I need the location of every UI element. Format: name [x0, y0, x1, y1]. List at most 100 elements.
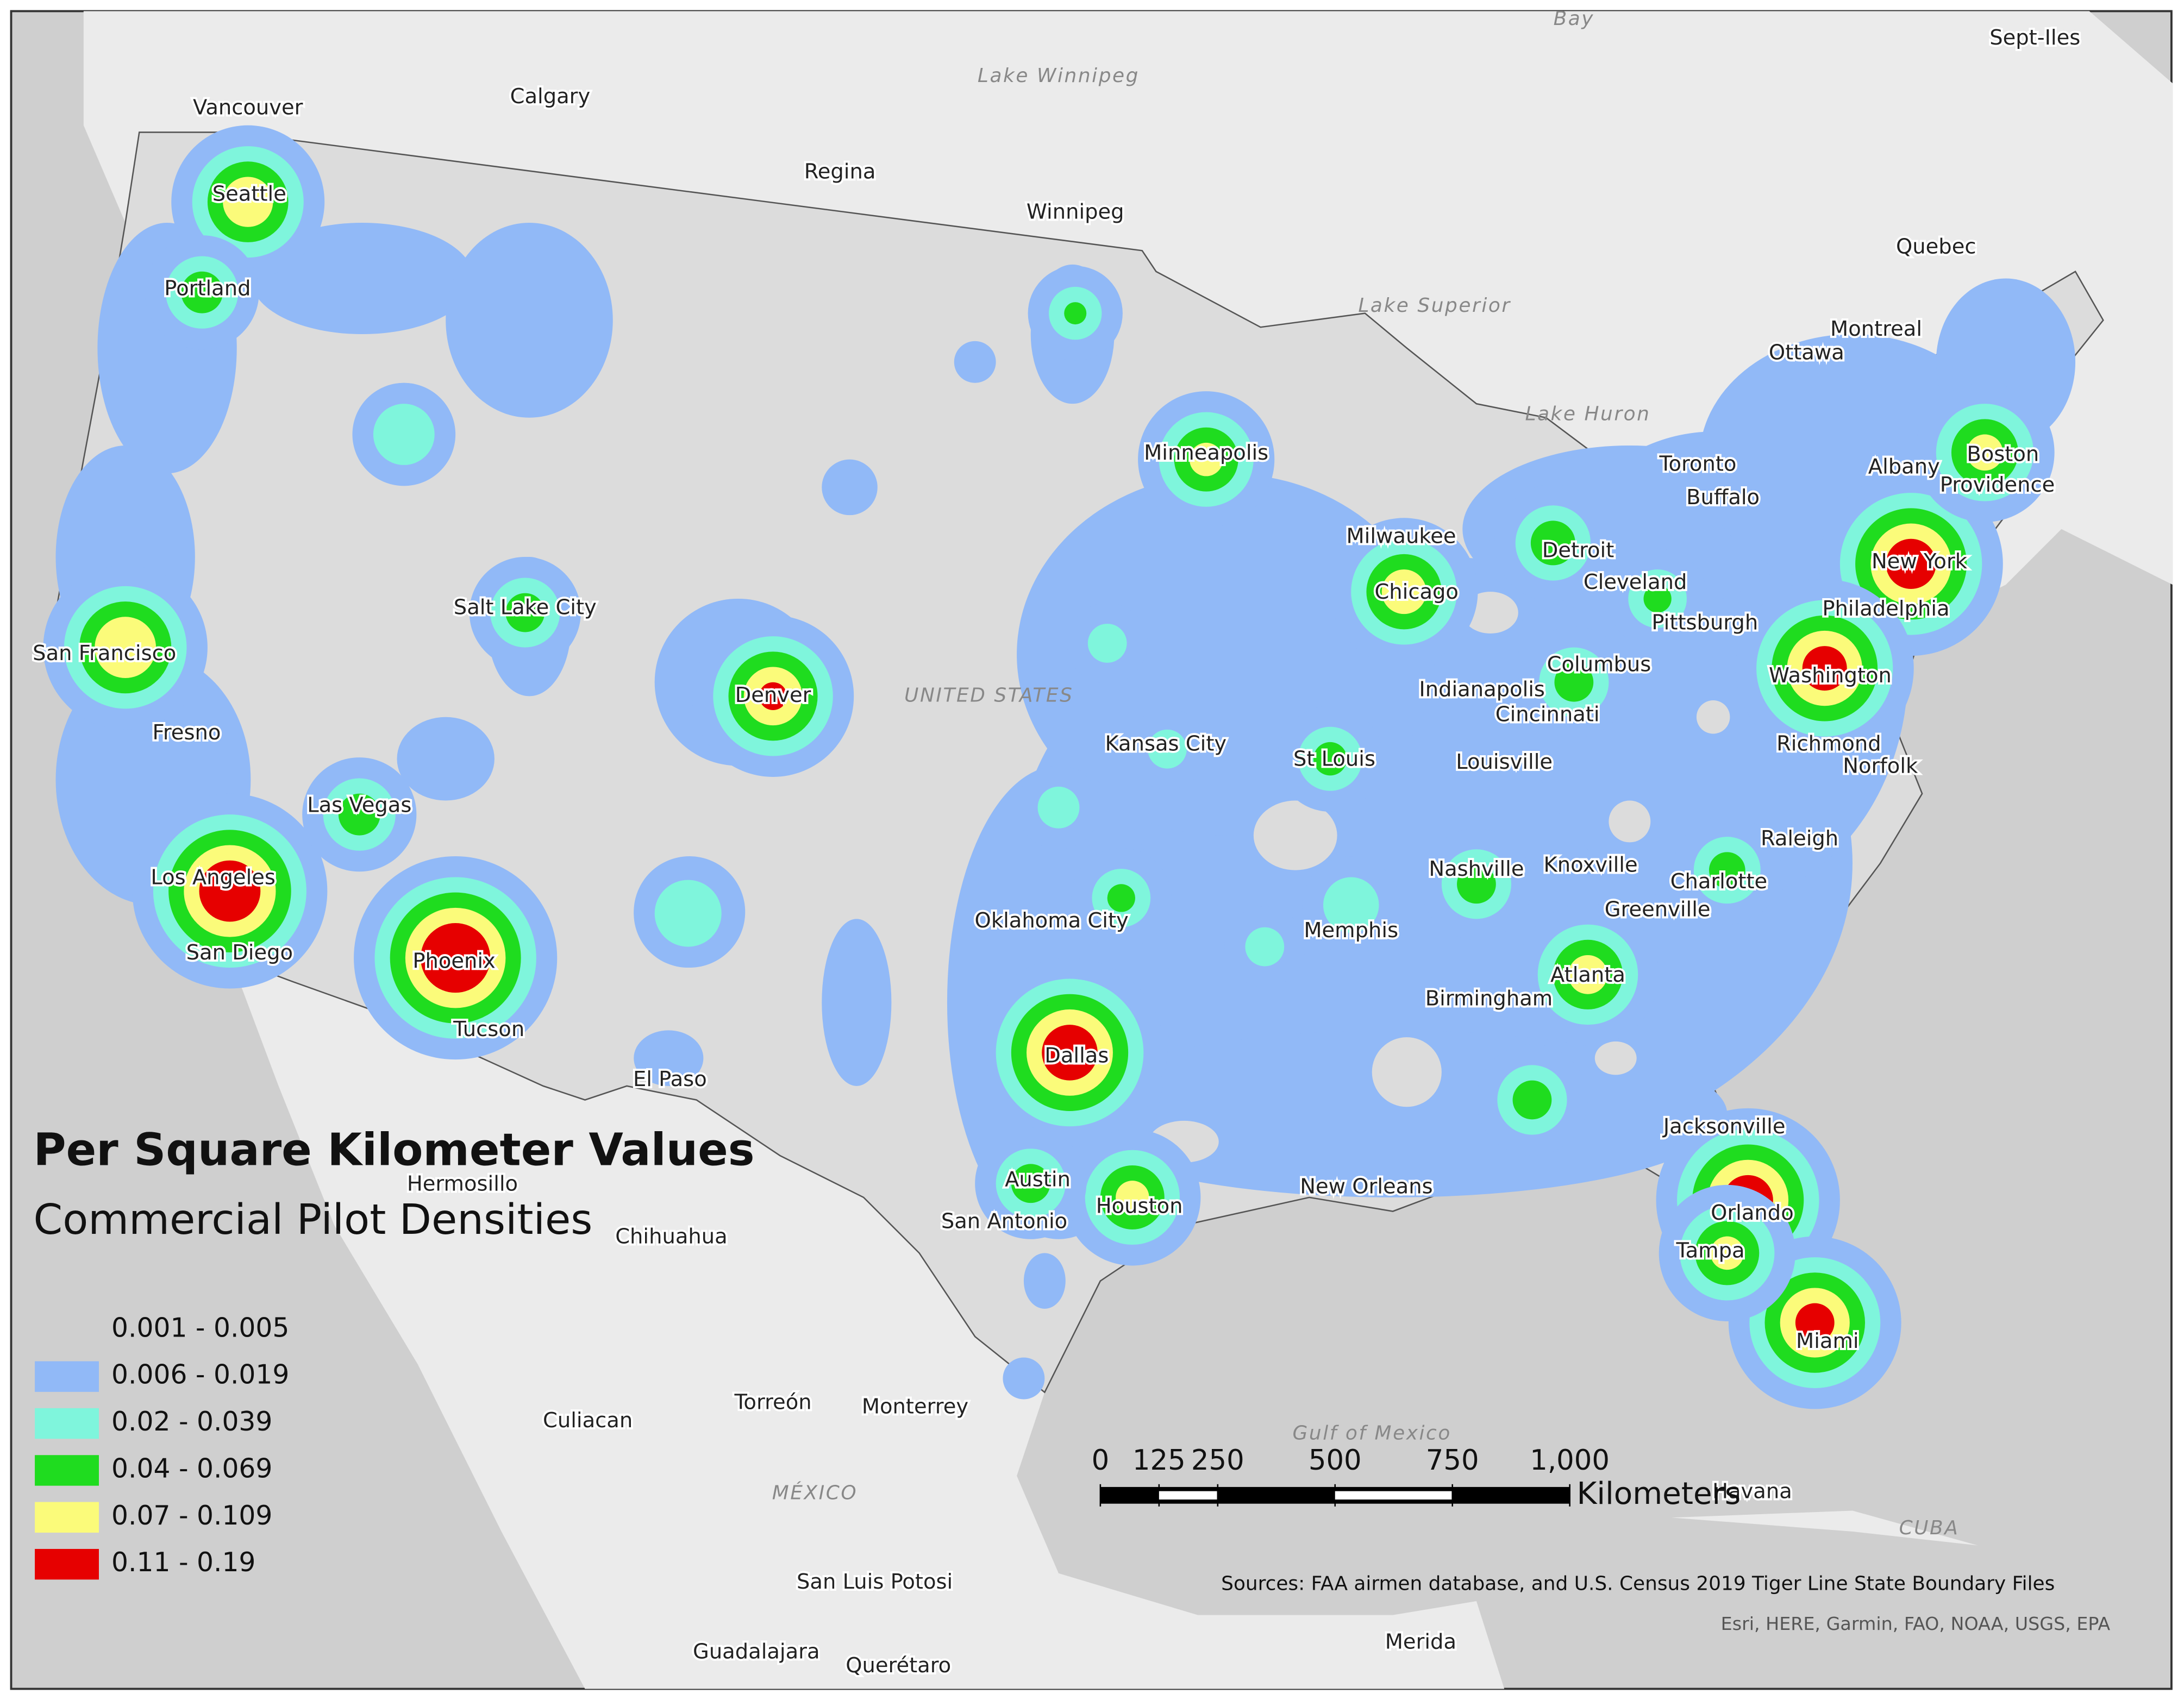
density-ring [1037, 786, 1080, 829]
density-ring [95, 617, 157, 679]
city-label: Indianapolis [1419, 678, 1545, 702]
density-ring [505, 593, 545, 632]
attribution: Esri, HERE, Garmin, FAO, NOAA, USGS, EPA [1721, 1613, 2111, 1634]
density-area [397, 717, 495, 801]
city-label: Boston [1967, 442, 2039, 466]
city-label: Kansas City [1105, 732, 1227, 756]
density-gap [1609, 800, 1651, 843]
legend-label: 0.001 - 0.005 [111, 1313, 289, 1343]
city-label: Hermosillo [407, 1171, 518, 1196]
city-label: Ottawa [1769, 340, 1844, 365]
legend-label: 0.07 - 0.109 [111, 1501, 272, 1531]
city-label: Miami [1796, 1329, 1859, 1353]
legend-swatch [35, 1455, 99, 1486]
density-ring [1107, 884, 1135, 912]
density-ring [1643, 585, 1672, 613]
density-ring [654, 880, 722, 947]
density-ring [1011, 1164, 1050, 1203]
city-label: Las Vegas [307, 793, 411, 817]
city-label: Columbus [1547, 652, 1651, 676]
legend-subtitle: Commercial Pilot Densities [34, 1196, 593, 1244]
city-label: Milwaukee [1346, 524, 1456, 549]
city-label: Tampa [1675, 1238, 1744, 1263]
density-surface [43, 125, 2076, 1409]
reference-label: Bay [1554, 8, 1595, 30]
city-label: Oklahoma City [975, 908, 1129, 933]
density-area [954, 341, 996, 383]
reference-label: Lake Superior [1358, 294, 1511, 317]
density-ring [181, 271, 223, 313]
city-label: Sept-Iles [1989, 26, 2080, 50]
density-ring [1116, 1181, 1149, 1214]
legend-swatch [35, 1361, 99, 1392]
city-label: Chicago [1374, 580, 1458, 604]
scale-tick-label: 125 [1132, 1444, 1186, 1477]
density-ring [223, 177, 273, 227]
legend-swatch [35, 1408, 99, 1439]
city-label: Torreón [734, 1390, 811, 1415]
city-label: Toronto [1659, 451, 1737, 476]
density-ring [1245, 927, 1285, 967]
city-label: Minneapolis [1144, 441, 1268, 465]
density-area [822, 919, 892, 1086]
city-label: Winnipeg [1027, 200, 1124, 224]
density-area [1023, 1253, 1066, 1309]
city-label: Guadalajara [693, 1639, 820, 1664]
density-ring [1530, 520, 1575, 566]
density-ring [1042, 1025, 1098, 1081]
city-label: San Diego [186, 940, 293, 965]
density-ring [1709, 852, 1745, 888]
city-label: Merida [1385, 1629, 1456, 1654]
scale-tick-label: 250 [1191, 1444, 1244, 1477]
density-ring [759, 682, 787, 710]
density-area [446, 223, 613, 418]
city-label: Phoenix [412, 949, 496, 973]
reference-label: MÉXICO [772, 1482, 858, 1504]
place-labels: Seattle Portland San Francisco Fresno Las Ve… [30, 8, 2082, 1680]
city-label: Cleveland [1584, 570, 1687, 594]
city-label: Houston [1096, 1194, 1183, 1218]
density-ring [1886, 538, 1936, 589]
city-label: Seattle [212, 181, 286, 206]
city-label: Greenville [1605, 897, 1711, 921]
density-ring [1189, 442, 1223, 476]
city-label: Birmingham [1425, 986, 1553, 1011]
city-label: Quebec [1896, 235, 1976, 259]
density-gap [1253, 800, 1337, 870]
city-label: Fresno [153, 720, 221, 745]
density-area [634, 1030, 704, 1086]
density-gap [1696, 700, 1730, 734]
density-ring [1148, 729, 1187, 769]
city-label: Monterrey [862, 1394, 968, 1419]
reference-label: Lake Huron [1525, 403, 1650, 425]
density-ring [199, 860, 261, 922]
city-label: Providence [1940, 473, 2055, 497]
legend-label: 0.006 - 0.019 [111, 1360, 289, 1390]
city-label: Knoxville [1544, 852, 1638, 877]
density-ring [1313, 742, 1347, 776]
density-ring [1554, 662, 1594, 702]
legend: Per Square Kilometer Values Commercial P… [34, 1124, 755, 1580]
city-label: Vancouver [193, 95, 303, 120]
city-label: Jacksonville [1662, 1114, 1786, 1139]
city-label: Nashville [1429, 857, 1524, 881]
reference-label: CUBA [1899, 1517, 1960, 1539]
density-ring [1087, 624, 1127, 663]
density-ring [1568, 955, 1607, 994]
legend-swatch [35, 1548, 99, 1580]
city-label: Orlando [1711, 1201, 1794, 1225]
city-label: Washington [1769, 663, 1892, 688]
cuba [1671, 1510, 1978, 1546]
city-label: Los Angeles [151, 865, 276, 890]
city-label: Charlotte [1670, 869, 1768, 894]
city-label: Tucson [453, 1017, 524, 1042]
density-area [822, 459, 878, 516]
density-ring [1802, 646, 1847, 691]
city-label: Regina [804, 159, 876, 184]
city-label: Norfolk [1843, 754, 1918, 779]
city-label: San Luis Potosi [797, 1570, 953, 1594]
city-label: Raleigh [1761, 826, 1838, 851]
scale-tick-label: 0 [1092, 1444, 1110, 1477]
